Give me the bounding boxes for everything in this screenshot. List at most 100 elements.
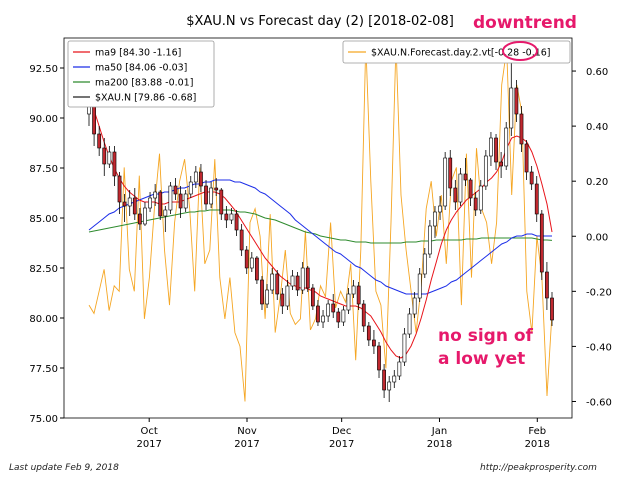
candle-body: [163, 209, 168, 217]
candle-body: [260, 279, 264, 305]
candle: [193, 166, 198, 188]
x-tick-year: 2018: [427, 439, 452, 450]
candle: [443, 152, 448, 210]
candle: [351, 280, 356, 298]
candle: [249, 252, 254, 272]
candle-body: [468, 179, 473, 199]
x-tick-label: Jan: [431, 426, 447, 437]
candle-body: [219, 189, 224, 215]
candle-body: [310, 287, 315, 307]
candle: [478, 180, 483, 214]
candle: [127, 190, 132, 216]
candle: [407, 308, 412, 338]
candle: [275, 270, 280, 300]
candle-body: [204, 185, 208, 205]
candle-body: [356, 285, 361, 305]
candle-body: [463, 173, 468, 181]
candle: [138, 208, 142, 230]
legend-left: ma9 [84.30 -1.16] ma50 [84.06 -0.03] ma200…: [67, 40, 215, 108]
annotation-circle: [502, 41, 538, 61]
candle-body: [122, 201, 127, 207]
y-right-tick-label: 0.40: [586, 122, 608, 133]
candle: [331, 294, 336, 318]
candle: [402, 328, 407, 366]
candle: [270, 268, 275, 294]
candle-body: [234, 213, 239, 231]
candle: [539, 210, 544, 280]
candle-body: [397, 361, 402, 377]
x-tick-year: 2017: [234, 439, 259, 450]
candle: [265, 284, 269, 308]
candle: [204, 180, 208, 210]
candle-body: [346, 293, 351, 311]
series-line-ma200: [88, 209, 553, 244]
candle-body: [529, 171, 534, 185]
series-line--xau-n-forecast-day-2-vt: [88, 43, 553, 402]
series-line-ma9: [88, 97, 553, 359]
candle-body: [412, 297, 417, 315]
candle-body: [387, 381, 392, 391]
candle: [183, 190, 188, 212]
candle-body: [326, 303, 331, 317]
candle: [178, 186, 183, 218]
candle-body: [112, 151, 117, 177]
candle-body: [545, 271, 549, 299]
x-tick-label: Feb: [528, 426, 546, 437]
candle-body: [458, 173, 463, 203]
candle-body: [524, 143, 529, 173]
candle-body: [316, 305, 320, 323]
candle: [433, 206, 437, 238]
candle-body: [285, 285, 290, 307]
candle-body: [138, 213, 142, 225]
candle: [132, 188, 137, 220]
candle: [199, 164, 203, 192]
x-tick-label: Nov: [237, 426, 257, 437]
x-tick-year: 2017: [329, 439, 354, 450]
candle-body: [148, 197, 152, 209]
chart-title: $XAU.N vs Forecast day (2) [2018-02-08]: [186, 14, 454, 29]
candle-body: [224, 213, 229, 221]
candle-body: [499, 161, 503, 167]
legend-left-box: [67, 40, 215, 108]
candle: [112, 146, 117, 186]
candle: [102, 138, 107, 176]
candle: [163, 206, 168, 232]
candle: [173, 178, 178, 200]
x-tick-label: Dec: [332, 426, 351, 437]
candle: [234, 210, 239, 236]
legend-label: ma9 [84.30 -1.16]: [95, 48, 181, 59]
candle: [534, 176, 539, 222]
candle-body: [214, 187, 219, 191]
candle-body: [361, 303, 366, 327]
legend-right-box: [342, 40, 571, 64]
candle-body: [366, 325, 371, 341]
candle: [229, 208, 234, 224]
x-tick-year: 2017: [136, 439, 161, 450]
candle: [158, 190, 163, 220]
legend-label: ma200 [83.88 -0.01]: [95, 78, 193, 89]
candle-body: [255, 257, 259, 281]
candle: [224, 206, 229, 228]
candle: [310, 284, 315, 310]
candle-body: [193, 171, 198, 183]
candle-body: [132, 197, 137, 215]
candle-body: [239, 229, 244, 251]
annotation-no-low: a low yet: [438, 349, 525, 369]
candle: [499, 152, 503, 178]
candle: [448, 150, 453, 196]
candle: [417, 268, 422, 302]
candle: [494, 134, 498, 170]
candle-body: [178, 193, 183, 209]
candle: [387, 376, 392, 402]
footer-url: http://peakprosperity.com: [480, 463, 597, 473]
candle: [346, 288, 351, 314]
candle-body: [433, 211, 437, 227]
candle: [305, 266, 310, 292]
candle-body: [519, 113, 524, 145]
candle: [143, 202, 147, 226]
candle: [300, 262, 305, 294]
candle: [188, 176, 193, 198]
candle: [280, 288, 285, 314]
legend-label: ma50 [84.06 -0.03]: [95, 63, 187, 74]
candle-body: [244, 249, 249, 269]
